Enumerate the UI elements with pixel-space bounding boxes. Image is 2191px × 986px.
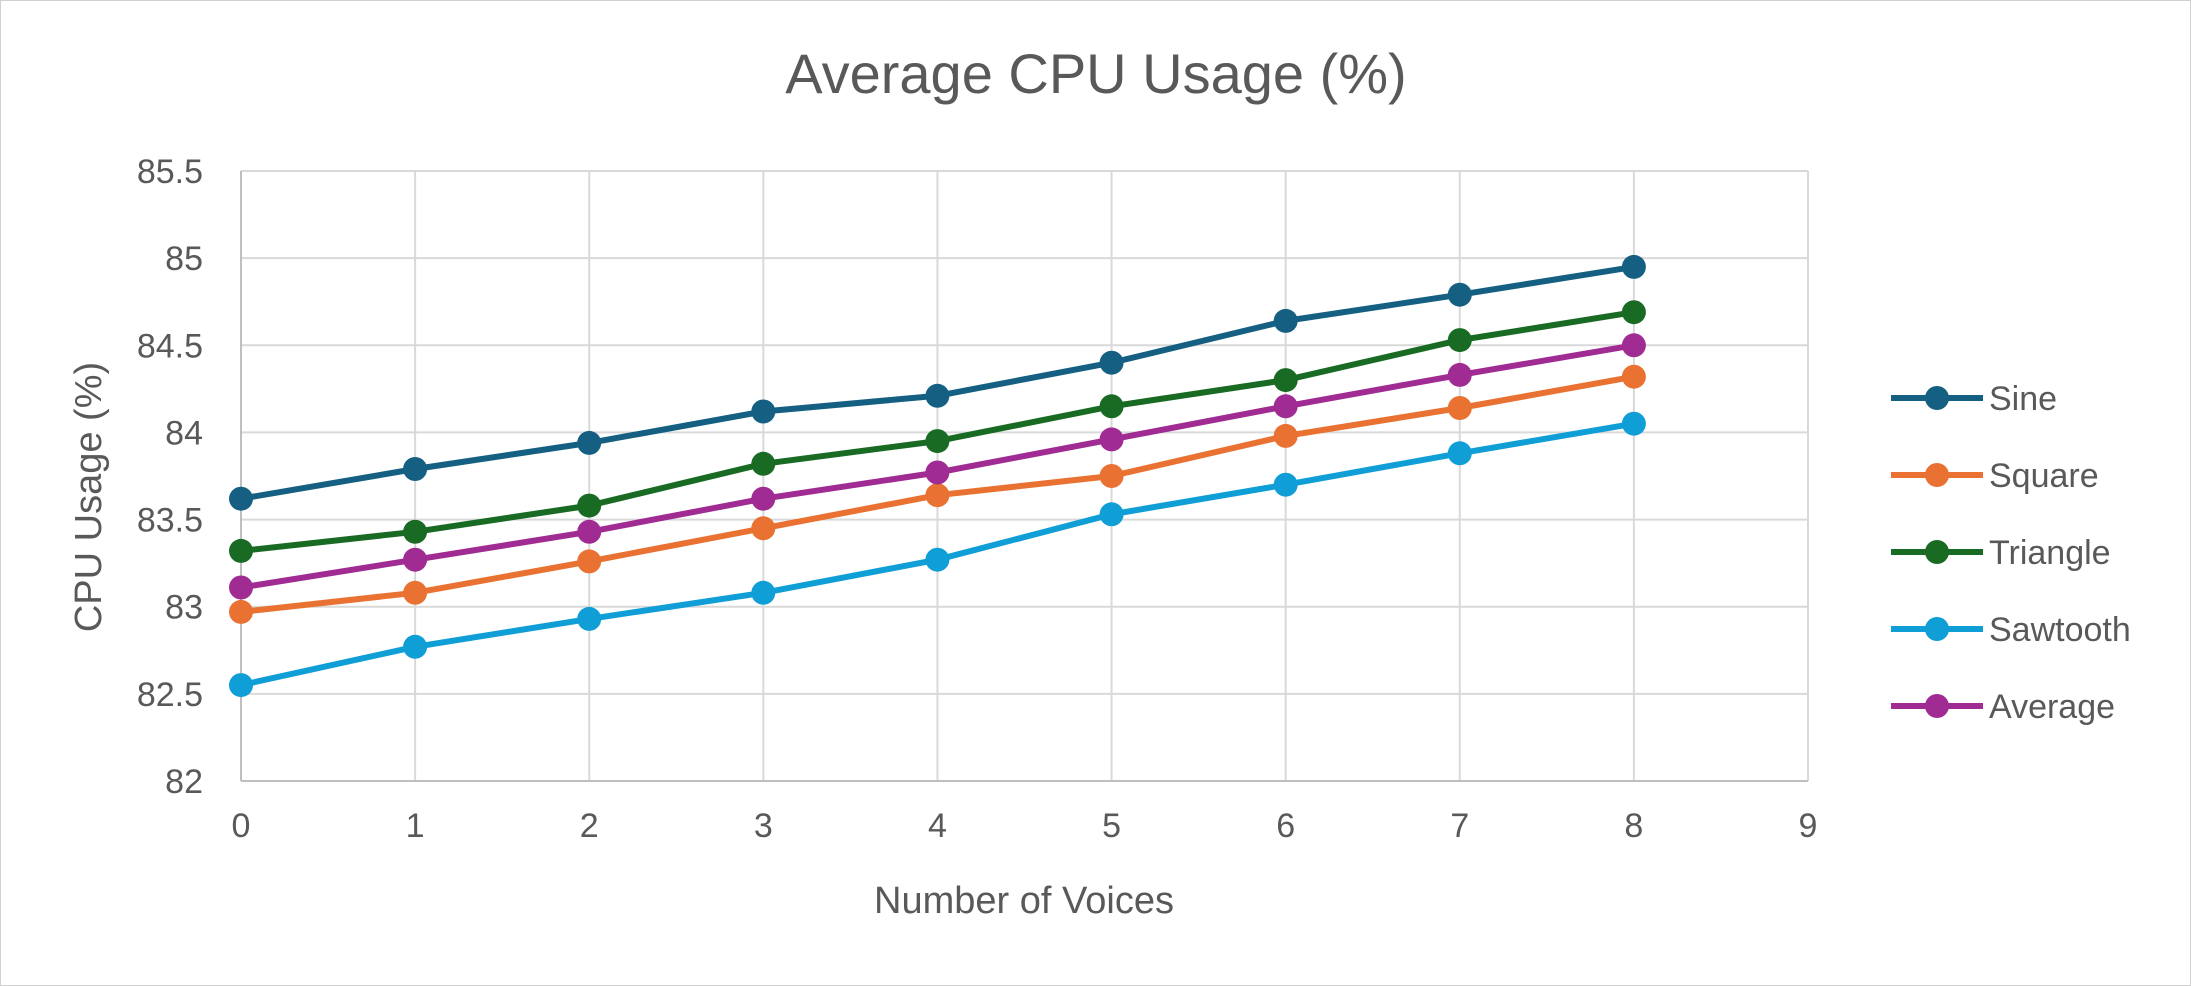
x-tick-label: 0 <box>232 807 251 845</box>
data-point-average <box>925 460 950 485</box>
x-tick-label: 1 <box>406 807 425 845</box>
data-point-sine <box>577 430 602 455</box>
data-point-square <box>1621 364 1646 389</box>
data-point-average <box>751 486 776 511</box>
legend-item-triangle: Triangle <box>1891 534 2111 572</box>
data-point-square <box>925 483 950 508</box>
x-tick-label: 3 <box>754 807 773 845</box>
legend-item-sine: Sine <box>1891 380 2057 418</box>
data-point-average <box>1447 362 1472 387</box>
data-point-sine <box>1447 282 1472 307</box>
axes <box>240 171 1808 782</box>
data-point-sine <box>1621 254 1646 279</box>
data-point-sine <box>403 457 428 481</box>
y-axis-title: CPU Usage (%) <box>68 362 110 632</box>
legend: Sine Square Triangle Sawtooth Average <box>1891 380 2131 726</box>
data-point-square <box>751 516 776 541</box>
x-axis-title: Number of Voices <box>874 880 1174 922</box>
data-point-square <box>229 599 253 624</box>
legend-marker-square <box>1925 463 1949 487</box>
grid-lines <box>241 170 1809 781</box>
data-point-triangle <box>751 451 776 476</box>
legend-label-square: Square <box>1989 457 2099 495</box>
data-point-average <box>577 519 602 544</box>
x-tick-label: 8 <box>1624 807 1643 845</box>
data-point-sawtooth <box>1273 472 1298 497</box>
data-point-sine <box>1099 350 1124 375</box>
data-point-average <box>1099 427 1124 452</box>
data-point-triangle <box>1273 368 1298 393</box>
x-tick-label: 2 <box>580 807 599 845</box>
data-point-square <box>1099 464 1124 488</box>
y-tick-label: 83.5 <box>137 502 203 540</box>
data-point-sine <box>925 383 950 408</box>
data-point-triangle <box>1621 300 1646 325</box>
y-tick-label: 85.5 <box>137 153 203 191</box>
data-point-triangle <box>229 538 253 563</box>
data-point-sawtooth <box>751 580 776 605</box>
data-point-triangle <box>925 429 950 454</box>
legend-label-sine: Sine <box>1989 380 2057 418</box>
y-tick-label: 84 <box>165 414 203 452</box>
legend-marker-triangle <box>1925 540 1949 564</box>
data-point-sawtooth <box>1099 502 1124 527</box>
data-point-square <box>403 580 428 605</box>
data-point-square <box>577 549 602 574</box>
y-tick-label: 82.5 <box>137 676 203 714</box>
y-tick-label: 82 <box>165 763 203 801</box>
y-tick-label: 84.5 <box>137 327 203 365</box>
data-point-sawtooth <box>925 547 950 572</box>
data-point-average <box>403 547 428 572</box>
data-point-average <box>229 575 253 600</box>
x-tick-label: 7 <box>1450 807 1469 845</box>
x-tick-label: 5 <box>1102 807 1121 845</box>
legend-marker-sawtooth <box>1925 617 1949 641</box>
series-lines <box>229 254 1646 698</box>
data-point-sawtooth <box>1447 441 1472 466</box>
chart-title: Average CPU Usage (%) <box>785 42 1406 105</box>
legend-label-sawtooth: Sawtooth <box>1989 611 2131 649</box>
data-point-sine <box>1273 308 1298 333</box>
legend-item-sawtooth: Sawtooth <box>1891 611 2131 649</box>
data-point-square <box>1273 423 1298 448</box>
data-point-triangle <box>1099 394 1124 419</box>
data-point-sawtooth <box>229 673 253 698</box>
legend-item-average: Average <box>1891 688 2115 726</box>
data-point-sawtooth <box>403 634 428 659</box>
legend-label-triangle: Triangle <box>1989 534 2111 572</box>
y-tick-label: 83 <box>165 589 203 627</box>
data-point-square <box>1447 396 1472 420</box>
tick-labels: 82 82.5 83 83.5 84 84.5 85 85.5 0 1 2 3 4 5 6 7 8 9 <box>137 153 1818 845</box>
x-tick-label: 6 <box>1276 807 1295 845</box>
legend-item-square: Square <box>1891 457 2099 495</box>
data-point-sawtooth <box>577 606 602 631</box>
legend-marker-sine <box>1925 386 1949 410</box>
data-point-average <box>1621 333 1646 358</box>
legend-label-average: Average <box>1989 688 2115 726</box>
x-tick-label: 4 <box>928 807 947 845</box>
legend-marker-average <box>1925 694 1949 718</box>
y-tick-label: 85 <box>165 240 203 278</box>
data-point-triangle <box>403 519 428 544</box>
data-point-triangle <box>577 493 602 518</box>
data-point-sawtooth <box>1621 411 1646 436</box>
data-point-triangle <box>1447 328 1472 353</box>
x-tick-label: 9 <box>1799 807 1818 845</box>
data-point-sine <box>751 399 776 424</box>
data-point-average <box>1273 394 1298 419</box>
data-point-sine <box>229 486 253 511</box>
